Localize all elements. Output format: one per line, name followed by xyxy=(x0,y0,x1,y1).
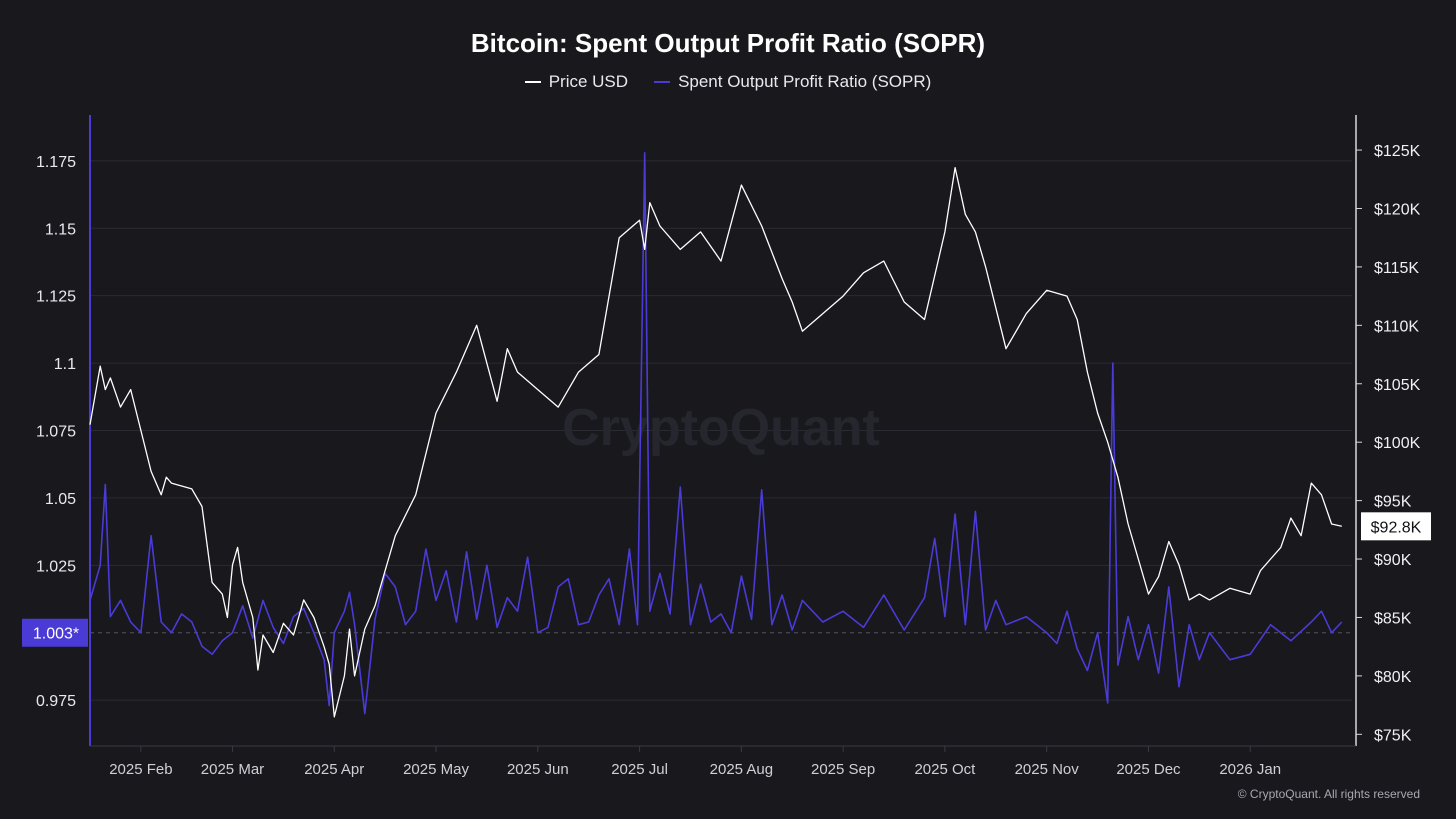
x-axis-tick-label: 2025 Oct xyxy=(914,761,976,778)
copyright-text: © CryptoQuant. All rights reserved xyxy=(1237,787,1420,801)
price-current-badge xyxy=(1361,512,1431,541)
legend-swatch-sopr xyxy=(654,81,671,83)
sopr-current-badge xyxy=(22,618,88,647)
sopr-current-label: 1.003* xyxy=(33,626,79,643)
legend-swatch-price xyxy=(524,81,541,83)
x-axis-tick-label: 2025 Mar xyxy=(201,761,264,778)
sopr-series-line xyxy=(89,152,1343,715)
legend-label-sopr: Spent Output Profit Ratio (SOPR) xyxy=(678,72,932,91)
right-axis-tick-label: $110K xyxy=(1374,318,1419,335)
right-axis-tick-label: $80K xyxy=(1374,669,1412,686)
left-axis-tick-label: 1.15 xyxy=(45,221,76,238)
x-axis-tick-label: 2025 Nov xyxy=(1015,761,1080,778)
x-axis-tick-label: 2025 Feb xyxy=(109,761,172,778)
chart-title: Bitcoin: Spent Output Profit Ratio (SOPR… xyxy=(470,28,986,58)
left-axis-tick-label: 1.05 xyxy=(45,491,76,508)
legend-label-price: Price USD xyxy=(548,72,629,91)
right-axis-tick-label: $85K xyxy=(1374,610,1412,627)
left-axis-tick-label: 0.975 xyxy=(36,693,76,710)
left-axis-tick-label: 1.075 xyxy=(36,424,76,441)
x-axis-tick-label: 2025 Jun xyxy=(507,761,569,778)
left-axis-tick-label: 1.175 xyxy=(36,154,76,171)
right-axis-tick-label: $95K xyxy=(1374,494,1412,511)
x-axis-tick-label: 2025 Sep xyxy=(811,761,875,778)
right-axis-tick-label: $90K xyxy=(1374,552,1412,569)
x-axis-tick-label: 2025 Jul xyxy=(611,761,668,778)
x-axis-tick-label: 2025 Aug xyxy=(710,761,773,778)
x-axis-tick-label: 2026 Jan xyxy=(1219,761,1281,778)
right-axis-tick-label: $100K xyxy=(1374,435,1421,452)
x-axis-tick-label: 2025 Apr xyxy=(304,761,364,778)
left-axis-tick-label: 1.125 xyxy=(36,289,76,306)
right-axis-tick-label: $125K xyxy=(1374,143,1421,160)
left-axis-tick-label: 1.025 xyxy=(36,558,76,575)
right-axis-tick-label: $75K xyxy=(1374,727,1412,744)
watermark-text: CryptoQuant xyxy=(562,399,880,457)
x-axis-tick-label: 2025 May xyxy=(403,761,469,778)
price-series-line xyxy=(89,166,1342,718)
right-axis-tick-label: $105K xyxy=(1374,377,1421,394)
right-axis-tick-label: $115K xyxy=(1374,260,1419,277)
x-axis-tick-label: 2025 Dec xyxy=(1116,761,1181,778)
legend-item-price[interactable]: Price USD xyxy=(524,72,629,92)
legend-item-sopr[interactable]: Spent Output Profit Ratio (SOPR) xyxy=(654,72,931,92)
chart-legend: Price USD Spent Output Profit Ratio (SOP… xyxy=(0,72,1456,92)
price-current-label: $92.8K xyxy=(1371,519,1422,536)
left-axis-tick-label: 1.1 xyxy=(54,356,76,373)
right-axis-tick-label: $120K xyxy=(1374,201,1421,218)
